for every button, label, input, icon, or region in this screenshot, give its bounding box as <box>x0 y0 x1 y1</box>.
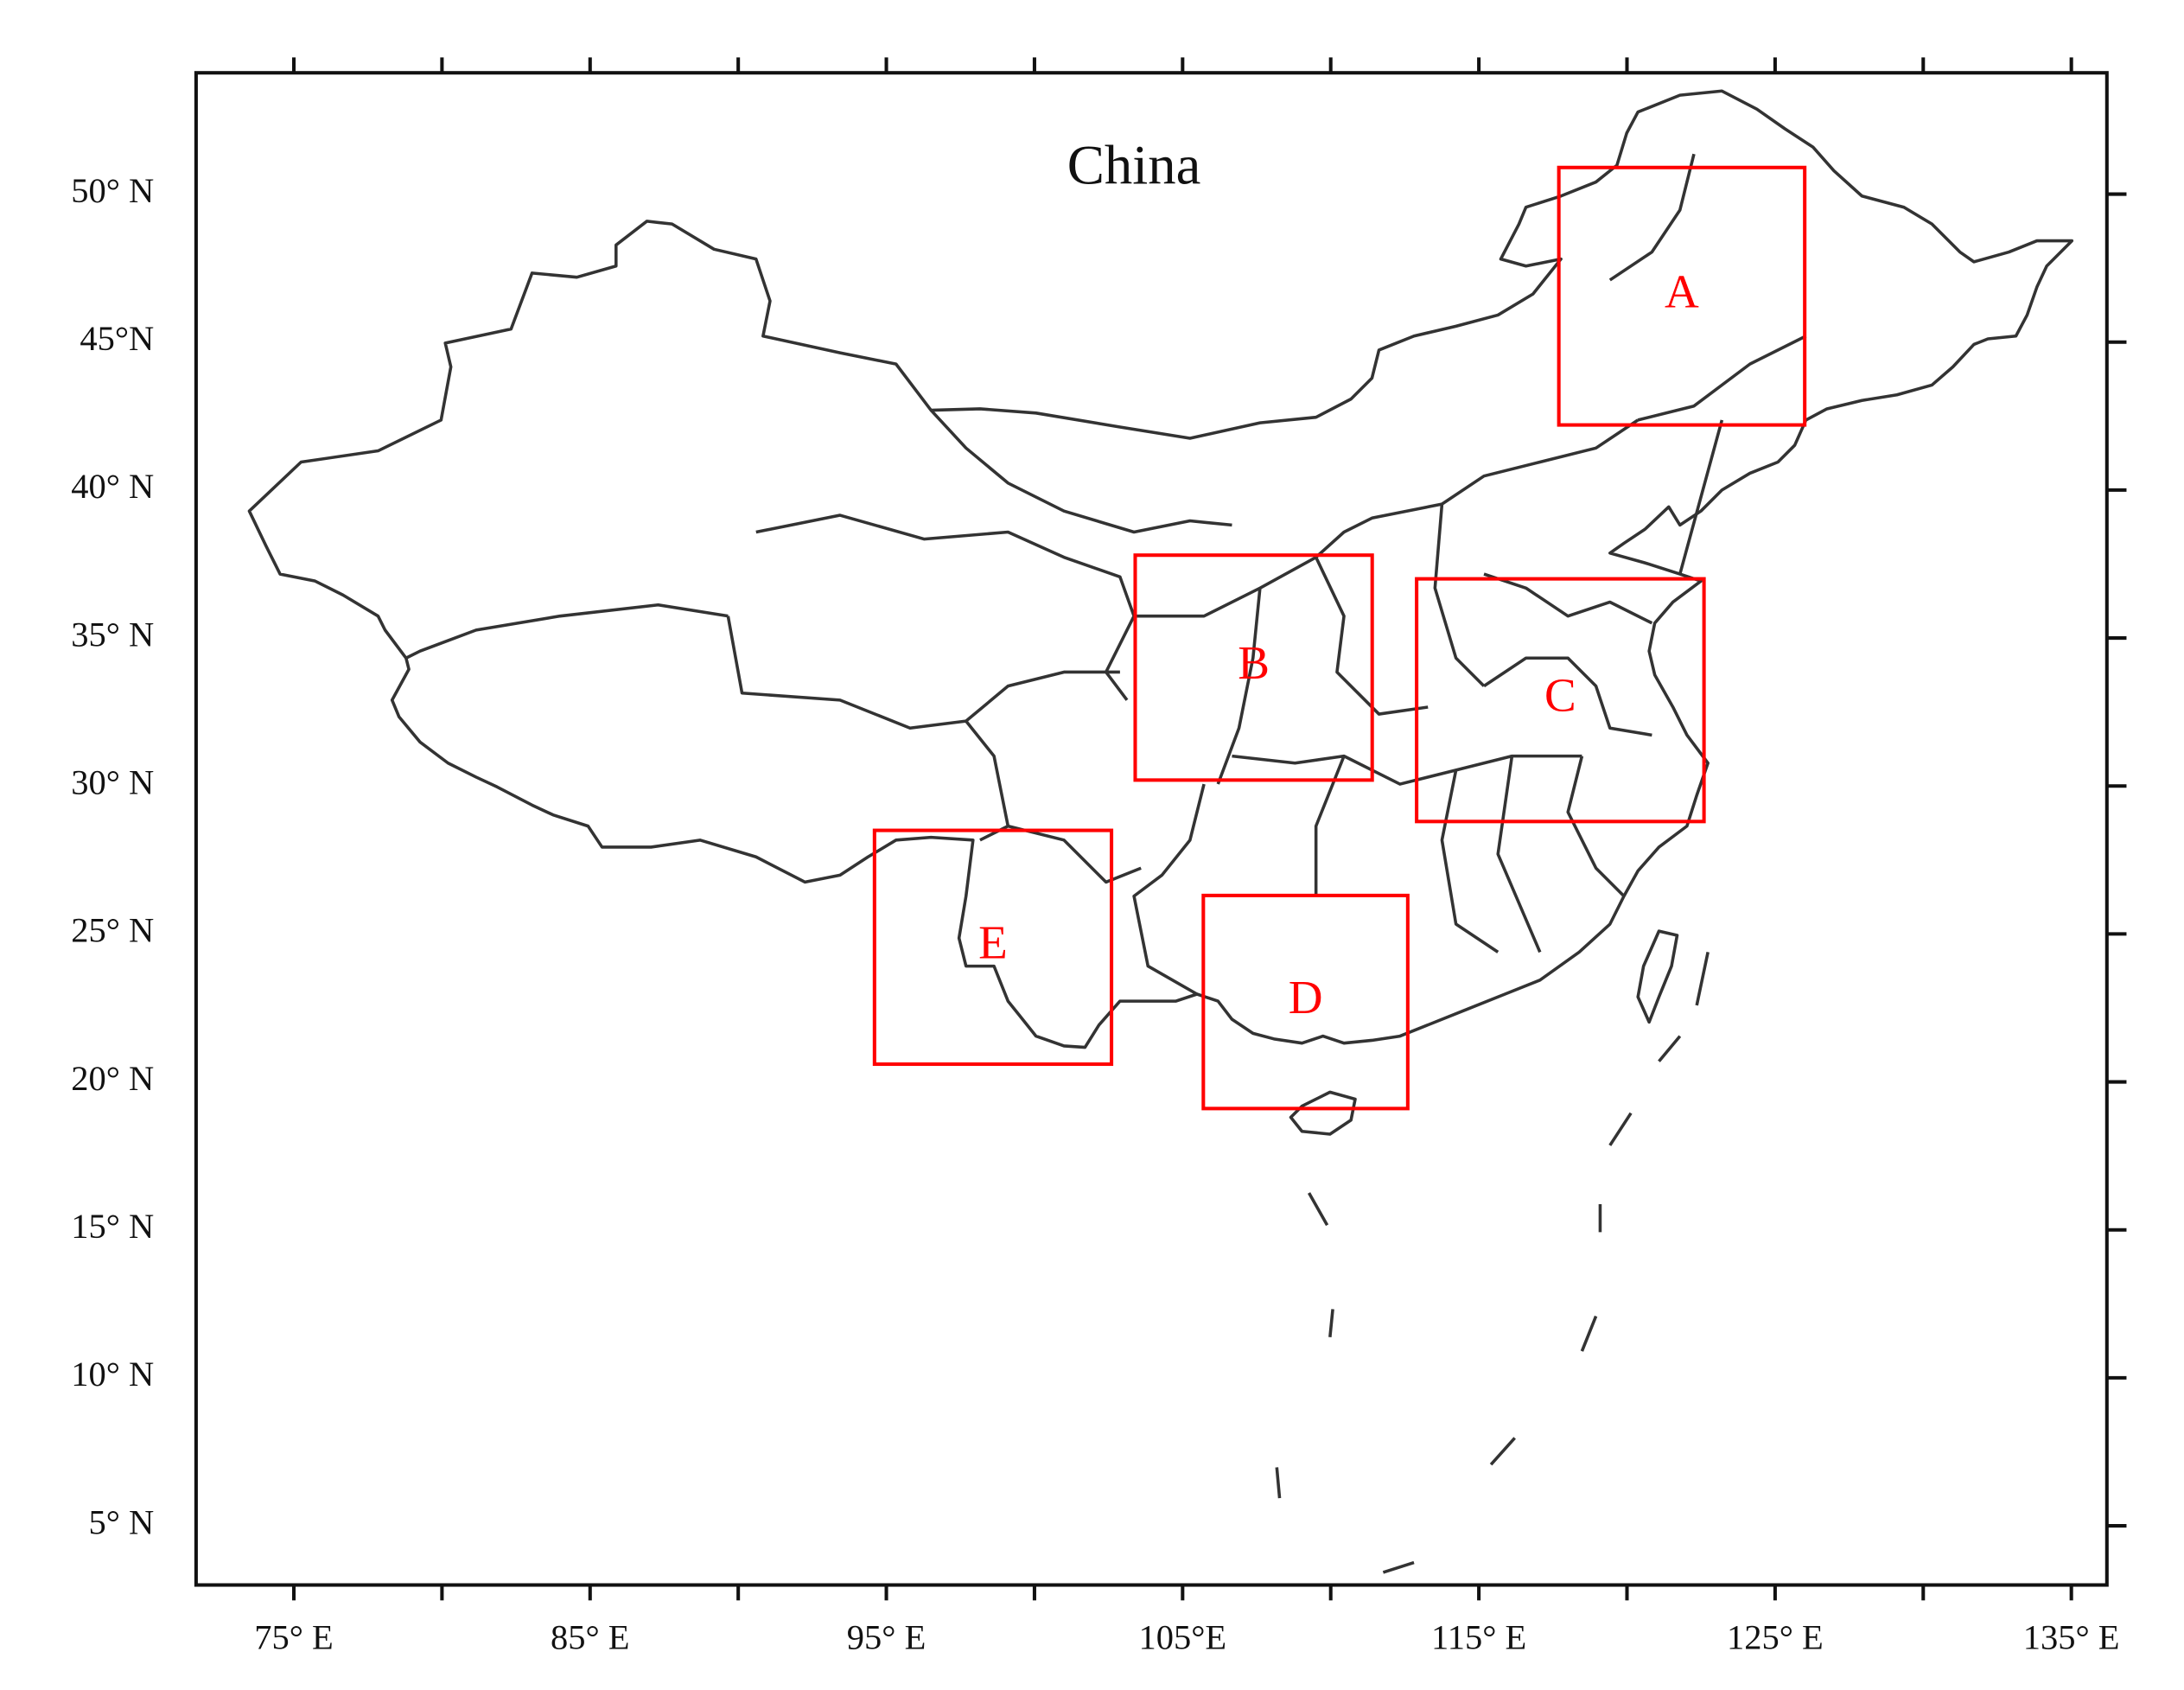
y-tick-label: 10° N <box>71 1355 154 1393</box>
y-tick-label: 20° N <box>71 1059 154 1098</box>
x-tick-label: 105°E <box>1139 1618 1227 1657</box>
y-tick-label: 40° N <box>71 467 154 506</box>
y-tick-label: 50° N <box>71 171 154 210</box>
x-tick-label: 115° E <box>1431 1618 1526 1657</box>
map-frame <box>194 71 2109 1587</box>
x-tick-label: 135° E <box>2023 1618 2120 1657</box>
y-tick-label: 15° N <box>71 1207 154 1246</box>
y-tick-label: 35° N <box>71 615 154 654</box>
x-tick-label: 125° E <box>1727 1618 1824 1657</box>
x-tick-label: 85° E <box>551 1618 630 1657</box>
mainland-border <box>247 89 2074 1049</box>
x-tick-label: 95° E <box>847 1618 926 1657</box>
region-label: B <box>1238 636 1270 689</box>
region-box <box>872 828 1114 1067</box>
sea-boundary <box>1275 952 1710 1574</box>
region-label: C <box>1544 669 1576 722</box>
region-label: E <box>978 915 1008 968</box>
province-line <box>405 153 1807 996</box>
region-box <box>1557 165 1807 427</box>
x-tick-label: 75° E <box>254 1618 334 1657</box>
y-tick-label: 45°N <box>80 319 154 358</box>
y-tick-label: 25° N <box>71 911 154 950</box>
china-outline <box>247 89 2074 1574</box>
region-label: D <box>1289 971 1323 1024</box>
taiwan-island <box>1636 929 1679 1024</box>
region-label: A <box>1665 265 1699 317</box>
y-tick-label: 5° N <box>88 1502 154 1541</box>
region-box <box>1201 893 1410 1111</box>
region-box <box>1133 553 1374 782</box>
map-title: China <box>1067 134 1201 196</box>
y-tick-label: 30° N <box>71 763 154 802</box>
hainan-island <box>1289 1090 1357 1136</box>
region-box <box>1415 577 1706 824</box>
